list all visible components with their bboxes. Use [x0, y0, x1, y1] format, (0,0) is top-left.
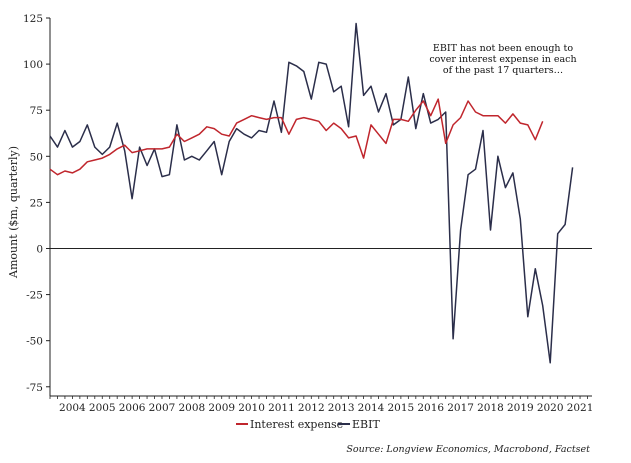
x-tick-label: 2012	[298, 402, 325, 414]
x-tick-label: 2014	[358, 402, 385, 414]
x-tick-label: 2020	[537, 402, 564, 414]
x-tick-label: 2013	[328, 402, 355, 414]
y-tick-label: 0	[36, 243, 43, 255]
x-tick-label: 2019	[507, 402, 534, 414]
x-tick-label: 2005	[89, 402, 116, 414]
axes	[49, 18, 592, 397]
x-tick-label: 2011	[268, 402, 295, 414]
x-tick-label: 2017	[447, 402, 474, 414]
y-tick-label: -75	[26, 382, 43, 394]
series-line-interest-expense	[49, 98, 544, 176]
x-tick-label: 2009	[208, 402, 235, 414]
x-tick-label: 2008	[178, 402, 205, 414]
y-tick-label: -25	[26, 290, 43, 302]
y-axis-label: Amount ($m, quarterly)	[7, 146, 20, 279]
x-tick-label: 2007	[149, 402, 176, 414]
series-line-ebit	[49, 22, 574, 364]
y-axis-ticks: 125 100 75 50 25 0 -25 -50 -75	[23, 13, 50, 394]
series-lines	[49, 22, 574, 364]
legend-label: Interest expense	[250, 418, 343, 431]
y-tick-label: 25	[30, 197, 43, 209]
x-tick-label: 2010	[238, 402, 265, 414]
y-tick-label: 100	[23, 59, 43, 71]
legend-label: EBIT	[352, 418, 380, 431]
x-tick-label: 2021	[567, 402, 594, 414]
y-tick-label: 75	[30, 105, 43, 117]
y-tick-label: 50	[30, 151, 43, 163]
y-tick-label: -50	[26, 336, 43, 348]
annotation: EBIT has not been enough to cover interes…	[429, 43, 576, 76]
x-axis-ticks: 2004 2005 2006 2007 2008 2009 2010 2011 2012 2013…	[49, 396, 594, 414]
x-tick-label: 2004	[59, 402, 86, 414]
legend: Interest expense EBIT	[236, 418, 380, 431]
source-note: Source: Longview Economics, Macrobond, F…	[346, 444, 590, 455]
x-tick-label: 2006	[119, 402, 146, 414]
x-tick-label: 2015	[388, 402, 415, 414]
x-tick-label: 2018	[477, 402, 504, 414]
x-tick-label: 2016	[417, 402, 444, 414]
y-tick-label: 125	[23, 13, 43, 25]
